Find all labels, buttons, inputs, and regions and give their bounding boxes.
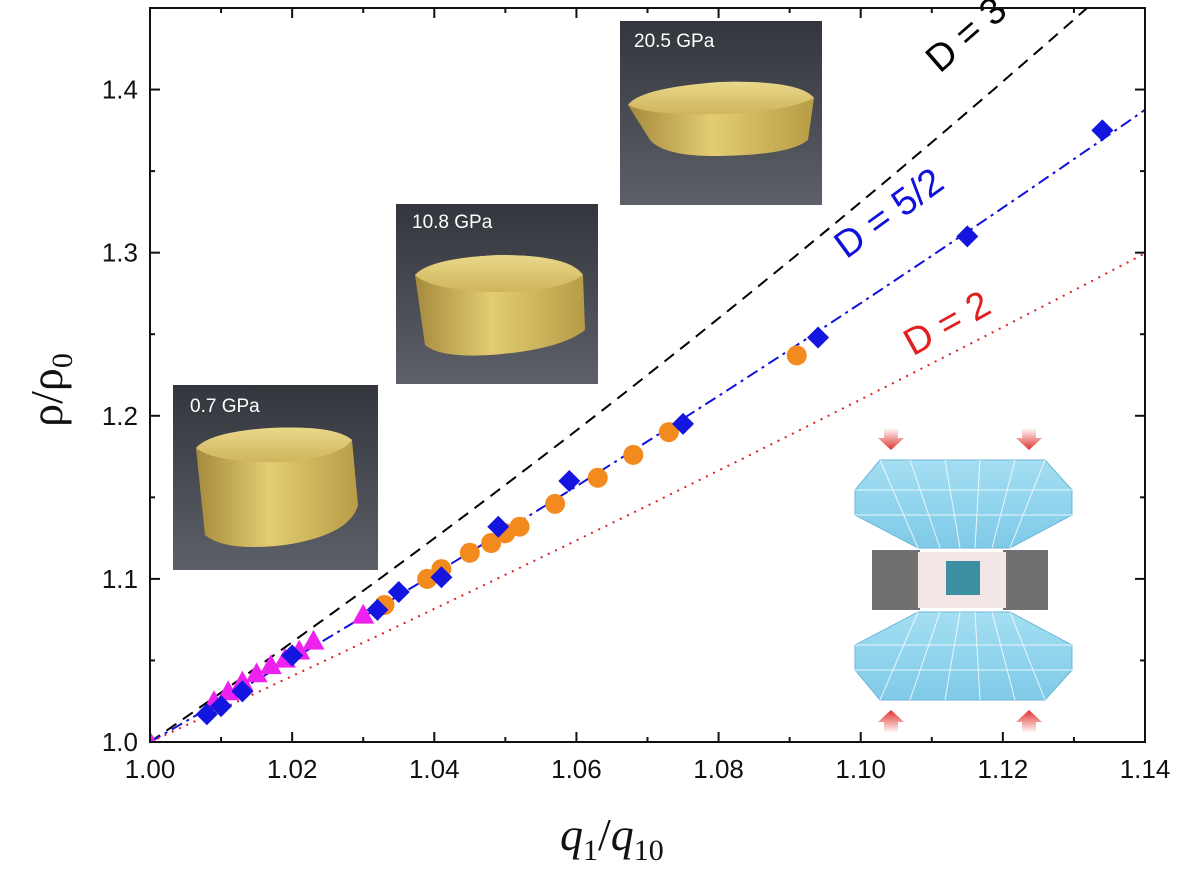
- x-tick-label: 1.14: [1120, 754, 1171, 784]
- inset-sample-0-7gpa: 0.7 GPa: [173, 385, 378, 570]
- reference-line-D0: [150, 8, 1089, 742]
- arrow-down-left: [878, 428, 904, 450]
- data-point-circle: [786, 345, 807, 366]
- reference-line-D1: [150, 108, 1145, 742]
- data-point-circle: [545, 493, 566, 514]
- data-point-circle: [658, 422, 679, 443]
- data-point-diamond: [210, 695, 233, 718]
- data-point-triangle: [217, 680, 240, 701]
- data-point-circle: [459, 542, 480, 563]
- data-point-diamond: [558, 470, 581, 493]
- arrow-up-right: [1016, 710, 1042, 733]
- data-point-diamond: [487, 515, 510, 538]
- gold-sample-top: [415, 255, 583, 292]
- data-point-triangle: [352, 603, 375, 624]
- data-point-diamond: [195, 703, 218, 726]
- inset-sample-20-5gpa: 20.5 GPa: [620, 21, 822, 205]
- arrow-up-left: [878, 710, 904, 733]
- x-tick-label: 1.08: [693, 754, 744, 784]
- data-point-diamond: [366, 598, 389, 621]
- y-tick-label: 1.2: [102, 401, 138, 431]
- y-tick-label: 1.4: [102, 75, 138, 105]
- y-axis: 1.0 1.1 1.2 1.3 1.4: [102, 75, 1145, 757]
- gold-sample-top: [196, 427, 352, 463]
- data-point-diamond: [956, 225, 979, 248]
- inset-label: 0.7 GPa: [190, 396, 260, 417]
- data-point-triangle: [259, 654, 282, 675]
- inset-label: 10.8 GPa: [412, 212, 493, 233]
- data-point-diamond: [231, 680, 254, 703]
- data-point-triangle: [245, 662, 268, 683]
- gold-sample-top: [628, 81, 814, 115]
- sample-cube: [946, 561, 980, 595]
- diamond-anvil-cell-illustration: [854, 428, 1073, 733]
- reference-line-D2: [150, 252, 1145, 742]
- data-point-circle: [509, 516, 530, 537]
- data-point-diamond: [430, 566, 453, 589]
- x-tick-label: 1.10: [835, 754, 886, 784]
- x-tick-label: 1.04: [409, 754, 460, 784]
- arrow-down-right: [1016, 428, 1042, 450]
- data-point-diamond: [1091, 119, 1114, 142]
- reference-lines: [150, 8, 1145, 742]
- data-point-circle: [623, 444, 644, 465]
- gasket-right: [1003, 550, 1048, 610]
- data-point-circle: [481, 533, 502, 554]
- data-point-circle: [587, 467, 608, 488]
- data-point-diamond: [387, 580, 410, 603]
- x-tick-label: 1.06: [551, 754, 602, 784]
- data-point-triangle: [150, 731, 157, 742]
- data-point-diamond: [807, 326, 830, 349]
- inset-label: 20.5 GPa: [634, 31, 715, 52]
- x-tick-label: 1.00: [125, 754, 176, 784]
- data-point-triangle: [302, 629, 325, 650]
- y-tick-label: 1.0: [102, 727, 138, 757]
- y-axis-title: ρ/ρ0: [21, 353, 79, 427]
- data-point-diamond: [672, 412, 695, 435]
- data-points: [150, 119, 1114, 742]
- data-point-diamond: [281, 644, 304, 667]
- gasket-left: [872, 550, 920, 610]
- x-axis-title: q1/q10: [560, 809, 664, 867]
- x-axis: 1.00 1.02 1.04 1.06 1.08 1.10 1.12 1.14: [125, 8, 1171, 784]
- x-tick-label: 1.02: [267, 754, 318, 784]
- data-point-circle: [417, 568, 438, 589]
- inset-sample-10-8gpa: 10.8 GPa: [396, 204, 598, 384]
- reference-line-label: D = 2: [897, 283, 998, 364]
- x-tick-label: 1.12: [978, 754, 1029, 784]
- y-tick-label: 1.1: [102, 564, 138, 594]
- y-tick-label: 1.3: [102, 238, 138, 268]
- reference-line-label: D = 5/2: [827, 160, 952, 267]
- reference-line-labels: D = 3D = 5/2D = 2: [827, 0, 1015, 364]
